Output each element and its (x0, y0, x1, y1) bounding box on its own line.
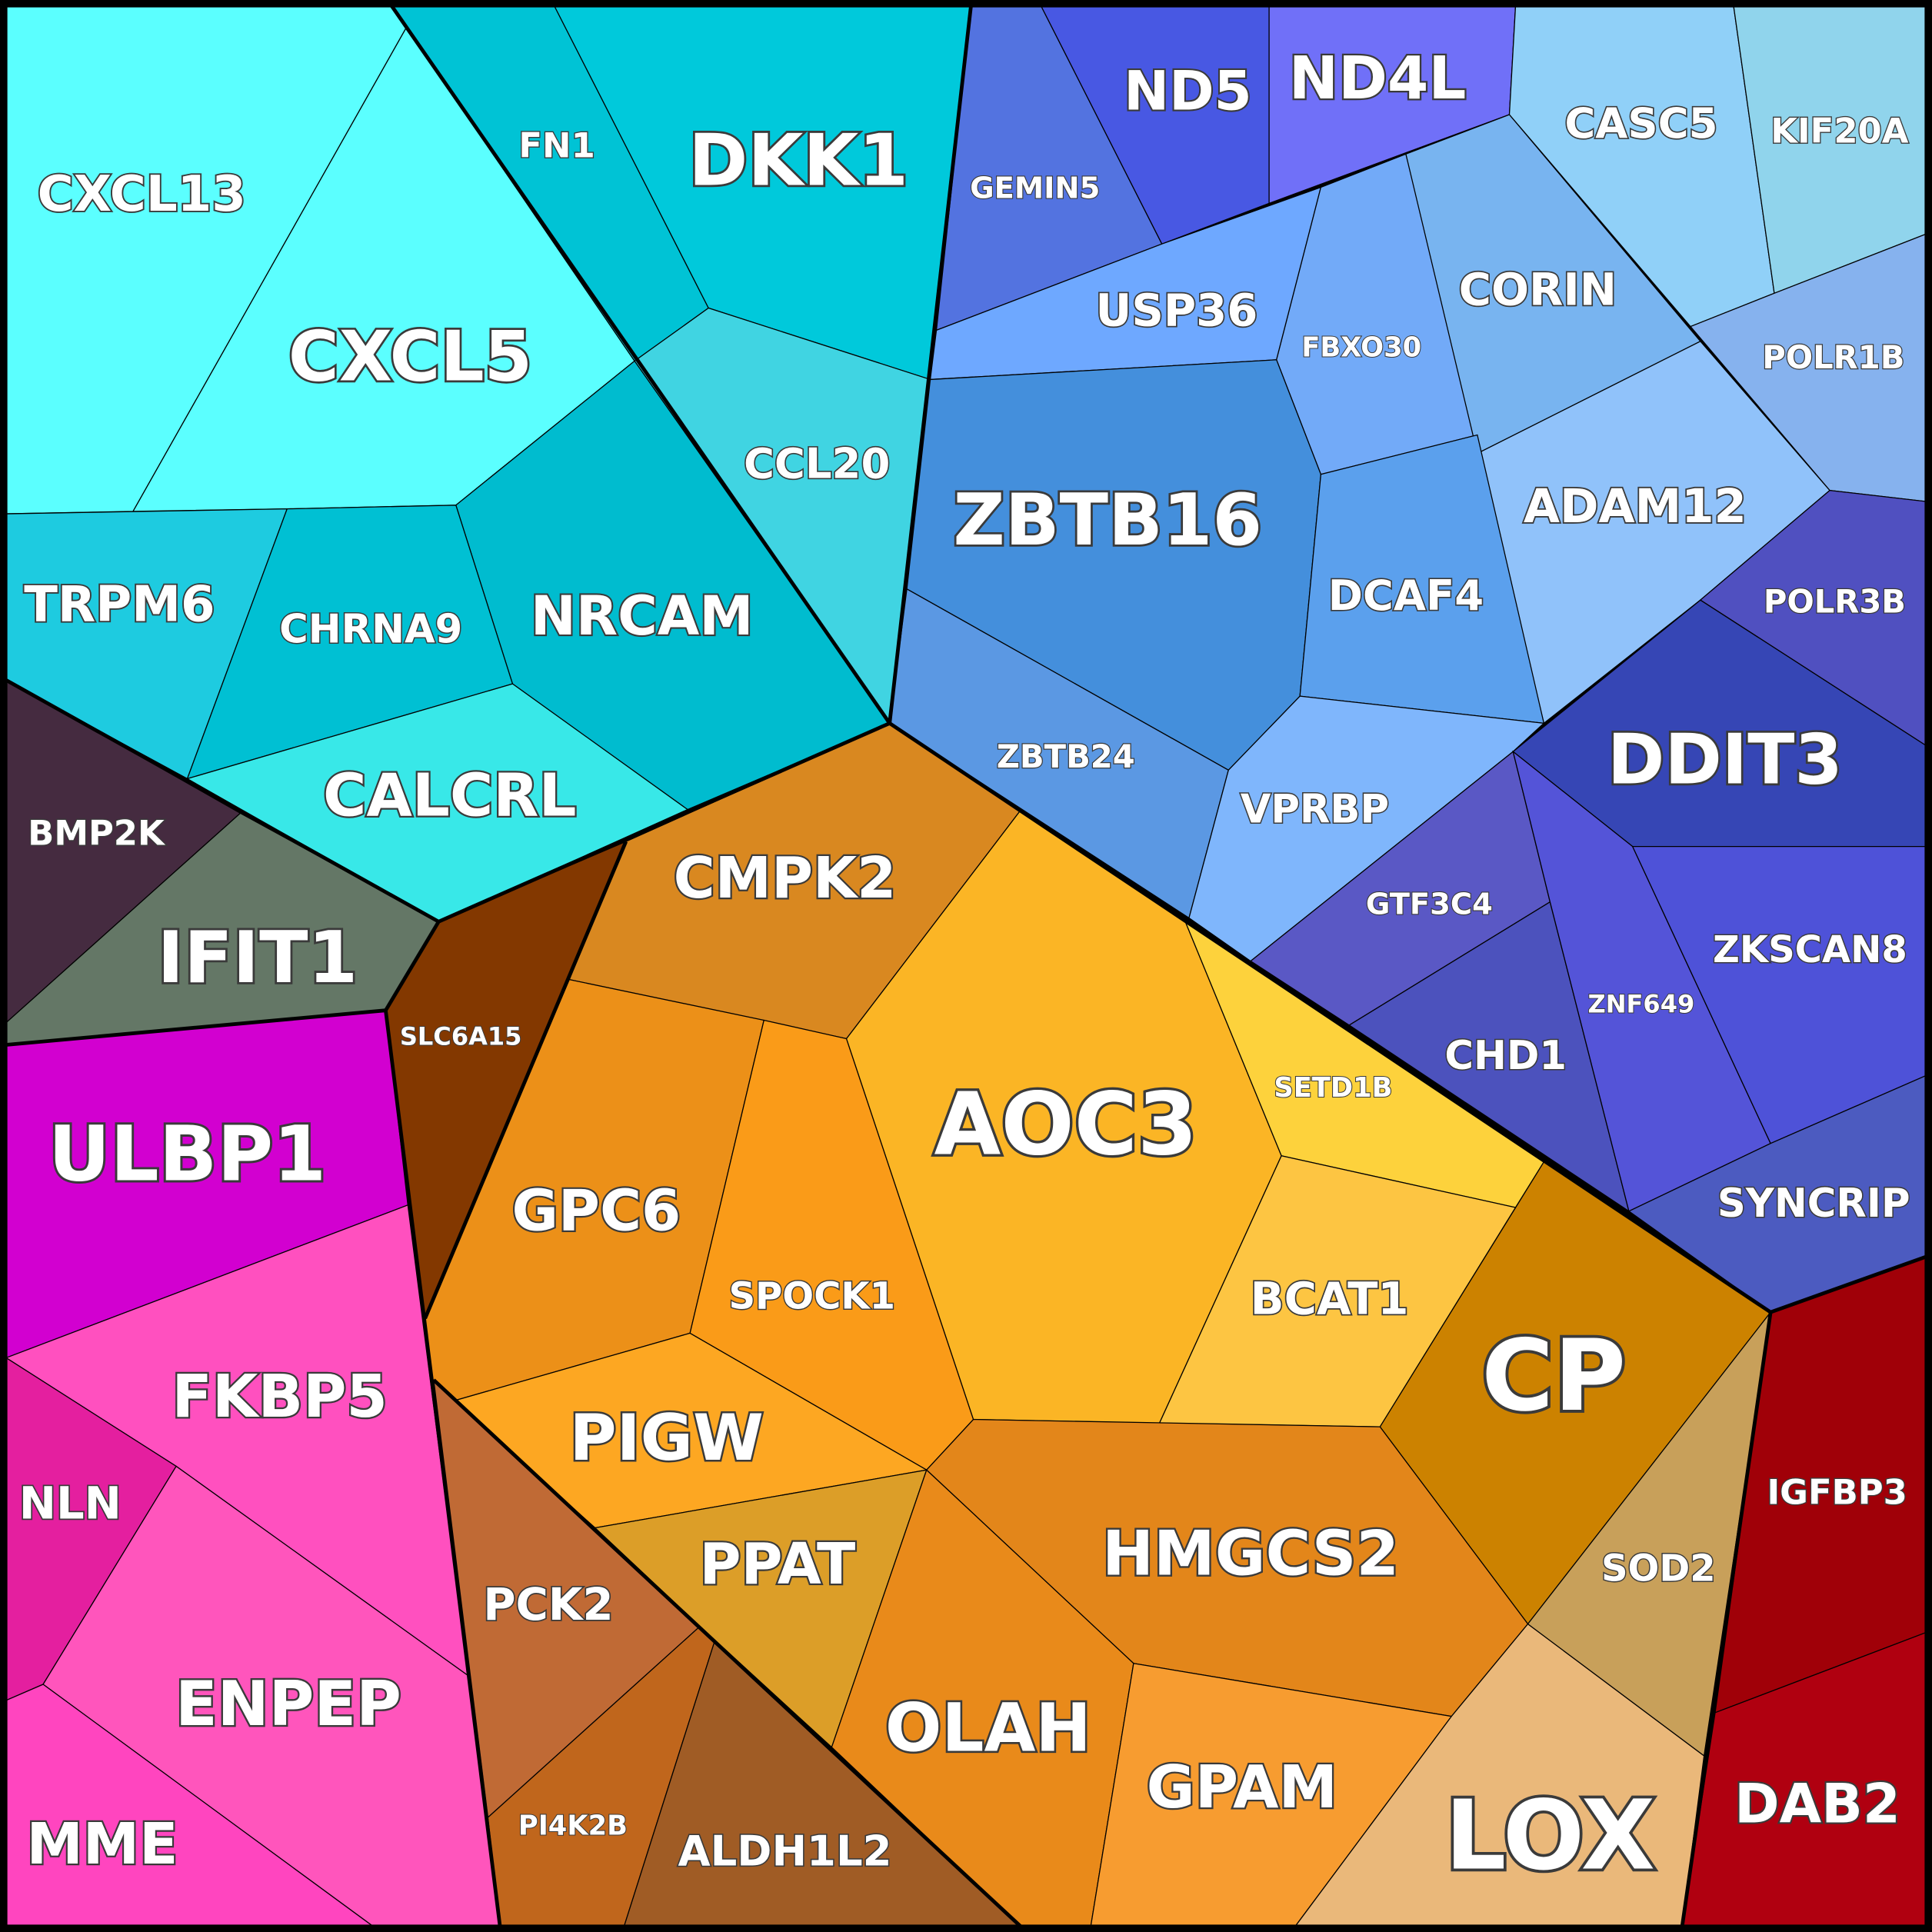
cell-label: HMGCS2 (1102, 1518, 1399, 1590)
cell-label: CASC5 (1564, 98, 1717, 148)
cells (5, 5, 1927, 1929)
group-border (888, 5, 973, 724)
cell-label: FBXO30 (1301, 331, 1421, 363)
cell-label: IFIT1 (158, 916, 358, 999)
cell-label: ADAM12 (1524, 479, 1747, 534)
cell-label: CXCL13 (38, 166, 246, 223)
cell-label: CXCL5 (288, 318, 532, 398)
cell-label: ZKSCAN8 (1713, 928, 1907, 971)
group-border (390, 5, 891, 724)
cell-label: SOD2 (1601, 1547, 1716, 1590)
cell-label: KIF20A (1770, 110, 1908, 151)
group-border (423, 841, 628, 1320)
cell-label: GEMIN5 (970, 172, 1100, 206)
labels: CXCL13 CXCL5 FN1 DKK1 CCL20 NRCAM TRPM6 CHRNA9 C… (18, 43, 1911, 1895)
group-border (432, 1378, 1024, 1930)
cell-label: ND5 (1124, 60, 1252, 123)
cell-label: CORIN (1459, 263, 1617, 315)
cell-label: POLR1B (1762, 338, 1904, 376)
cell-label: CP (1481, 1319, 1626, 1434)
group-border (384, 1010, 502, 1929)
cell-label: ZBTB16 (953, 478, 1262, 561)
cell-label: PI4K2B (518, 1810, 628, 1842)
cell-label: BMP2K (28, 812, 166, 853)
cell-label: PCK2 (483, 1578, 613, 1631)
cell-label: SYNCRIP (1717, 1181, 1910, 1227)
cell-label: SLC6A15 (400, 1021, 522, 1051)
cell-label: ENPEP (175, 1668, 401, 1740)
cell-label: NRCAM (531, 585, 754, 648)
cell-label: FKBP5 (172, 1363, 388, 1431)
cell-label: DCAF4 (1328, 571, 1484, 620)
cell-label: ZNF649 (1588, 990, 1695, 1019)
cell-label: DKK1 (688, 118, 908, 202)
cell-label: VPRBP (1241, 787, 1389, 833)
cell-label: TRPM6 (24, 577, 215, 634)
cell-label: CHD1 (1444, 1033, 1567, 1079)
cell-label: PIGW (570, 1401, 764, 1475)
cell-label: GTF3C4 (1366, 887, 1493, 921)
cell-label: SPOCK1 (728, 1274, 895, 1317)
cell-label: LOX (1445, 1780, 1655, 1892)
cell-label: NLN (19, 1477, 122, 1529)
cell-label: GPAM (1147, 1754, 1337, 1822)
cell-label: CALCRL (323, 761, 577, 830)
group-border (438, 721, 891, 924)
cell-label: AOC3 (934, 1075, 1198, 1175)
cell-label: MME (26, 1812, 178, 1877)
group-border (1680, 1311, 1773, 1929)
cell-label: DAB2 (1734, 1772, 1900, 1835)
cell-label: USP36 (1096, 285, 1258, 337)
group-border (5, 678, 441, 1047)
cell-label: CCL20 (744, 438, 890, 488)
cell-label: OLAH (885, 1690, 1091, 1767)
cell-label: CMPK2 (674, 846, 897, 911)
cell-label: CHRNA9 (279, 607, 462, 653)
cell-label: POLR3B (1764, 582, 1906, 620)
cell-label: SETD1B (1274, 1072, 1392, 1104)
cell-label: DDIT3 (1607, 720, 1843, 800)
cell-label: ALDH1L2 (678, 1826, 891, 1875)
cell-label: PPAT (699, 1532, 855, 1597)
cell-label: GPC6 (511, 1178, 681, 1244)
cell-label: FN1 (518, 125, 595, 166)
cell-label: IGFBP3 (1767, 1472, 1907, 1513)
cell-label: BCAT1 (1251, 1273, 1409, 1325)
cell-label: ND4L (1289, 45, 1467, 113)
cell-label: ZBTB24 (997, 738, 1135, 775)
cell-label: ULBP1 (48, 1111, 327, 1199)
